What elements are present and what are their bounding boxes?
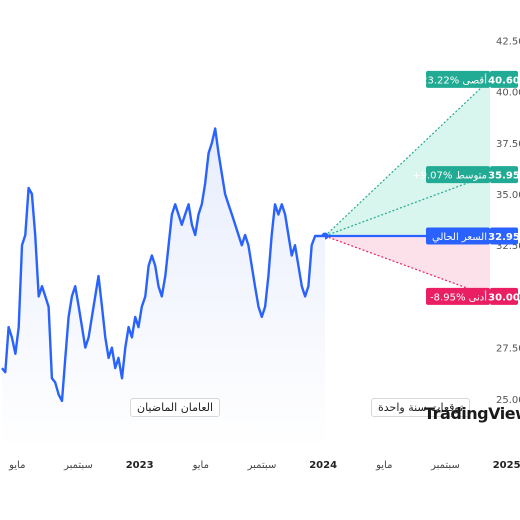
forecast-min-tag-label-bg [426,287,490,305]
forecast-avg-tag-value: 35.95 [488,171,520,182]
y-tick-label: 37.50 [496,139,520,150]
y-tick-label: 27.50 [496,344,520,355]
forecast-current-tag-value: 32.95 [488,232,520,243]
y-axis: 42.5040.0037.5035.0032.5030.0027.5025.00 [496,36,520,405]
forecast-max-tag-label: +23.22% أقصى [413,73,487,86]
x-tick-label: 2025 [493,460,520,471]
x-tick-label: مايو [192,460,209,471]
y-tick-label: 25.00 [496,395,520,406]
forecast-lower-band [324,236,490,297]
x-tick-label: سبتمبر [63,460,93,471]
forecast-max-tag-value-bg [490,70,518,88]
forecast-current-tag-value-bg [490,227,518,245]
forecast-avg-tag-label-bg [426,166,490,184]
x-tick-label: مايو [375,460,392,471]
forecast-max-line [324,78,491,237]
period-label-forecast: توقعات سنة واحدة [371,398,471,417]
forecast-max-tag-value: 40.60 [488,75,520,86]
x-tick-label: سبتمبر [247,460,277,471]
forecast-avg-tag-value-bg [490,166,518,184]
x-tick-label: سبتمبر [430,460,460,471]
x-tick-label: 2023 [126,460,154,471]
x-tick-label: 2024 [309,460,337,471]
forecast-min-tag-value-bg [490,287,518,305]
forecast-min-tag-value: 30.00 [488,292,520,303]
forecast-min-line [324,235,491,297]
x-axis: مايو سبتمبر 2023 مايو سبتمبر 2024 مايو سبتمبر 20… [8,460,520,471]
forecast-max-tag-label-bg [426,70,490,88]
price-line [1,127,325,403]
y-tick-label: 40.00 [496,88,520,99]
tradingview-logo: TradingView [424,404,520,423]
price-series-layer [1,127,325,450]
y-tick-label: 42.50 [496,36,520,47]
forecast-min-tag-label: -8.95% أدنى [430,290,487,303]
forecast-layer [321,78,491,297]
period-label-past: العامان الماضيان [130,398,221,417]
forecast-current-tag-label: السعر الحالي [432,232,487,243]
forecast-current-tag-label-bg [426,227,490,245]
y-tick-label: 35.00 [496,190,520,201]
y-tick-label: 32.50 [496,241,520,252]
forecast-avg-tag-label: +9.07% متوسط [412,171,487,182]
forecast-tags: +23.22% أقصى 40.60 +9.07% متوسط 35.95 السعر … [412,70,520,305]
forecast-avg-line [324,174,491,237]
x-tick-label: مايو [8,460,25,471]
